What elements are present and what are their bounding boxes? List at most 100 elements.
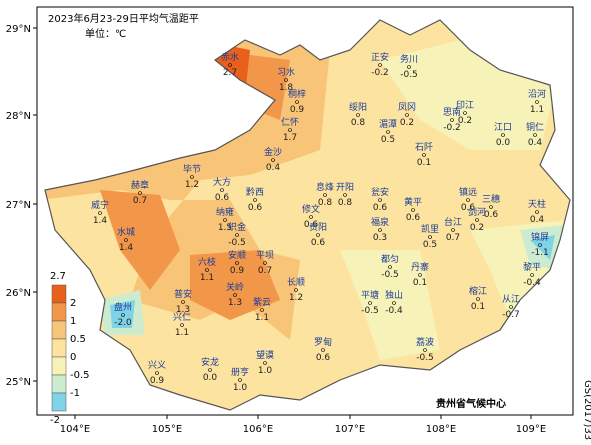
station-dot [501,133,505,137]
station-dot [309,215,313,219]
station-dot [378,198,382,202]
station-value: -0.5 [416,353,434,363]
station-name: 修文 [302,203,320,215]
station-dot [253,198,257,202]
station-value: 2.7 [223,68,237,78]
station-name: 锦屏 [531,231,549,243]
station-name: 毕节 [183,163,201,175]
station-value: -0.4 [385,306,403,316]
station-name: 思南 [443,106,461,118]
station-dot [271,158,275,162]
station-dot [356,113,360,117]
station-value: 0.9 [150,376,165,386]
station-name: 仁怀 [281,116,299,128]
station-name: 榕江 [469,285,487,297]
station-name: 盘州 [114,301,132,313]
station-value: 1.3 [176,305,190,315]
station-value: 1.7 [283,133,297,143]
station-value: 0.5 [423,240,437,250]
station-dot [533,133,537,137]
station-name: 平塘 [361,289,379,301]
station-value: 0.6 [304,220,319,230]
station-dot [263,361,267,365]
lat-label: 29°N [6,24,31,35]
station-name: 绥阳 [349,102,367,113]
station-dot [476,297,480,301]
station-value: 1.4 [93,216,108,226]
station-dot [98,211,102,215]
station-name: 望谟 [256,349,274,361]
footer: 贵州省气候中心 [436,397,506,410]
station-name: 凯里 [421,223,439,235]
station-name: 江口 [494,122,512,133]
station-dot [509,305,513,309]
colorbar-band [51,320,67,340]
station-name: 天柱 [528,198,546,210]
station-dot [368,301,372,305]
station-dot [138,191,142,195]
colorbar-label: 0 [70,352,76,363]
station-name: 从江 [502,294,520,305]
colorbar-band [51,338,67,358]
lon-label: 108°E [426,424,456,435]
station-value: 0.6 [311,238,326,248]
station-value: 0.4 [528,138,543,148]
station-name: 三穗 [482,193,500,205]
station-name: 沿河 [528,88,546,100]
station-value: 1.0 [233,383,248,393]
colorbar-band [51,356,67,376]
station-value: 1.1 [255,313,269,323]
station-value: 0.6 [484,210,499,220]
station-name: 凤冈 [398,102,416,113]
station-dot [428,235,432,239]
station-name: 桐梓 [288,88,306,100]
station-dot [316,233,320,237]
station-value: 1.5 [218,223,232,233]
station-dot [535,100,539,104]
lon-label: 104°E [60,424,90,435]
station-value: 0.4 [266,163,281,173]
station-name: 大方 [213,176,231,188]
station-dot [475,218,479,222]
colorbar-label: -0.5 [70,370,90,381]
station-name: 黄平 [404,196,422,208]
station-name: 关岭 [226,281,244,293]
station-dot [535,210,539,214]
station-value: -0.5 [228,238,246,248]
station-name: 威宁 [91,199,109,211]
colorbar-band [51,284,67,304]
approval: GS(2017)3320号 [582,380,591,441]
station-value: 1.1 [175,328,189,338]
station-name: 长顺 [287,276,305,288]
station-name: 水城 [117,226,135,238]
station-value: 0.2 [470,223,484,233]
lon-label: 109°E [516,424,546,435]
station-name: 紫云 [253,297,271,308]
station-value: 0.6 [215,193,230,203]
station-value: 0.5 [381,135,395,145]
station-name: 罗甸 [314,336,332,348]
station-value: -0.5 [381,270,399,280]
station-name: 平坝 [256,250,274,261]
colorbar-label: 0.5 [70,334,86,345]
station-dot [288,128,292,132]
station-value: 1.3 [228,298,242,308]
station-dot [343,193,347,197]
station-name: 安龙 [201,356,219,368]
station-value: 1.8 [279,83,294,93]
station-name: 息烽 [316,181,334,193]
station-dot [323,193,327,197]
station-value: 0.1 [471,302,485,312]
station-value: -0.5 [361,306,379,316]
lat-label: 28°N [6,111,31,122]
station-dot [121,313,125,317]
station-value: 0.6 [373,203,388,213]
station-name: 六枝 [198,256,216,268]
station-dot [155,371,159,375]
station-dot [388,265,392,269]
colorbar-band [51,374,67,394]
station-value: -0.2 [443,123,461,133]
station-value: 0.7 [446,233,460,243]
station-dot [208,368,212,372]
lat-label: 26°N [6,288,31,299]
